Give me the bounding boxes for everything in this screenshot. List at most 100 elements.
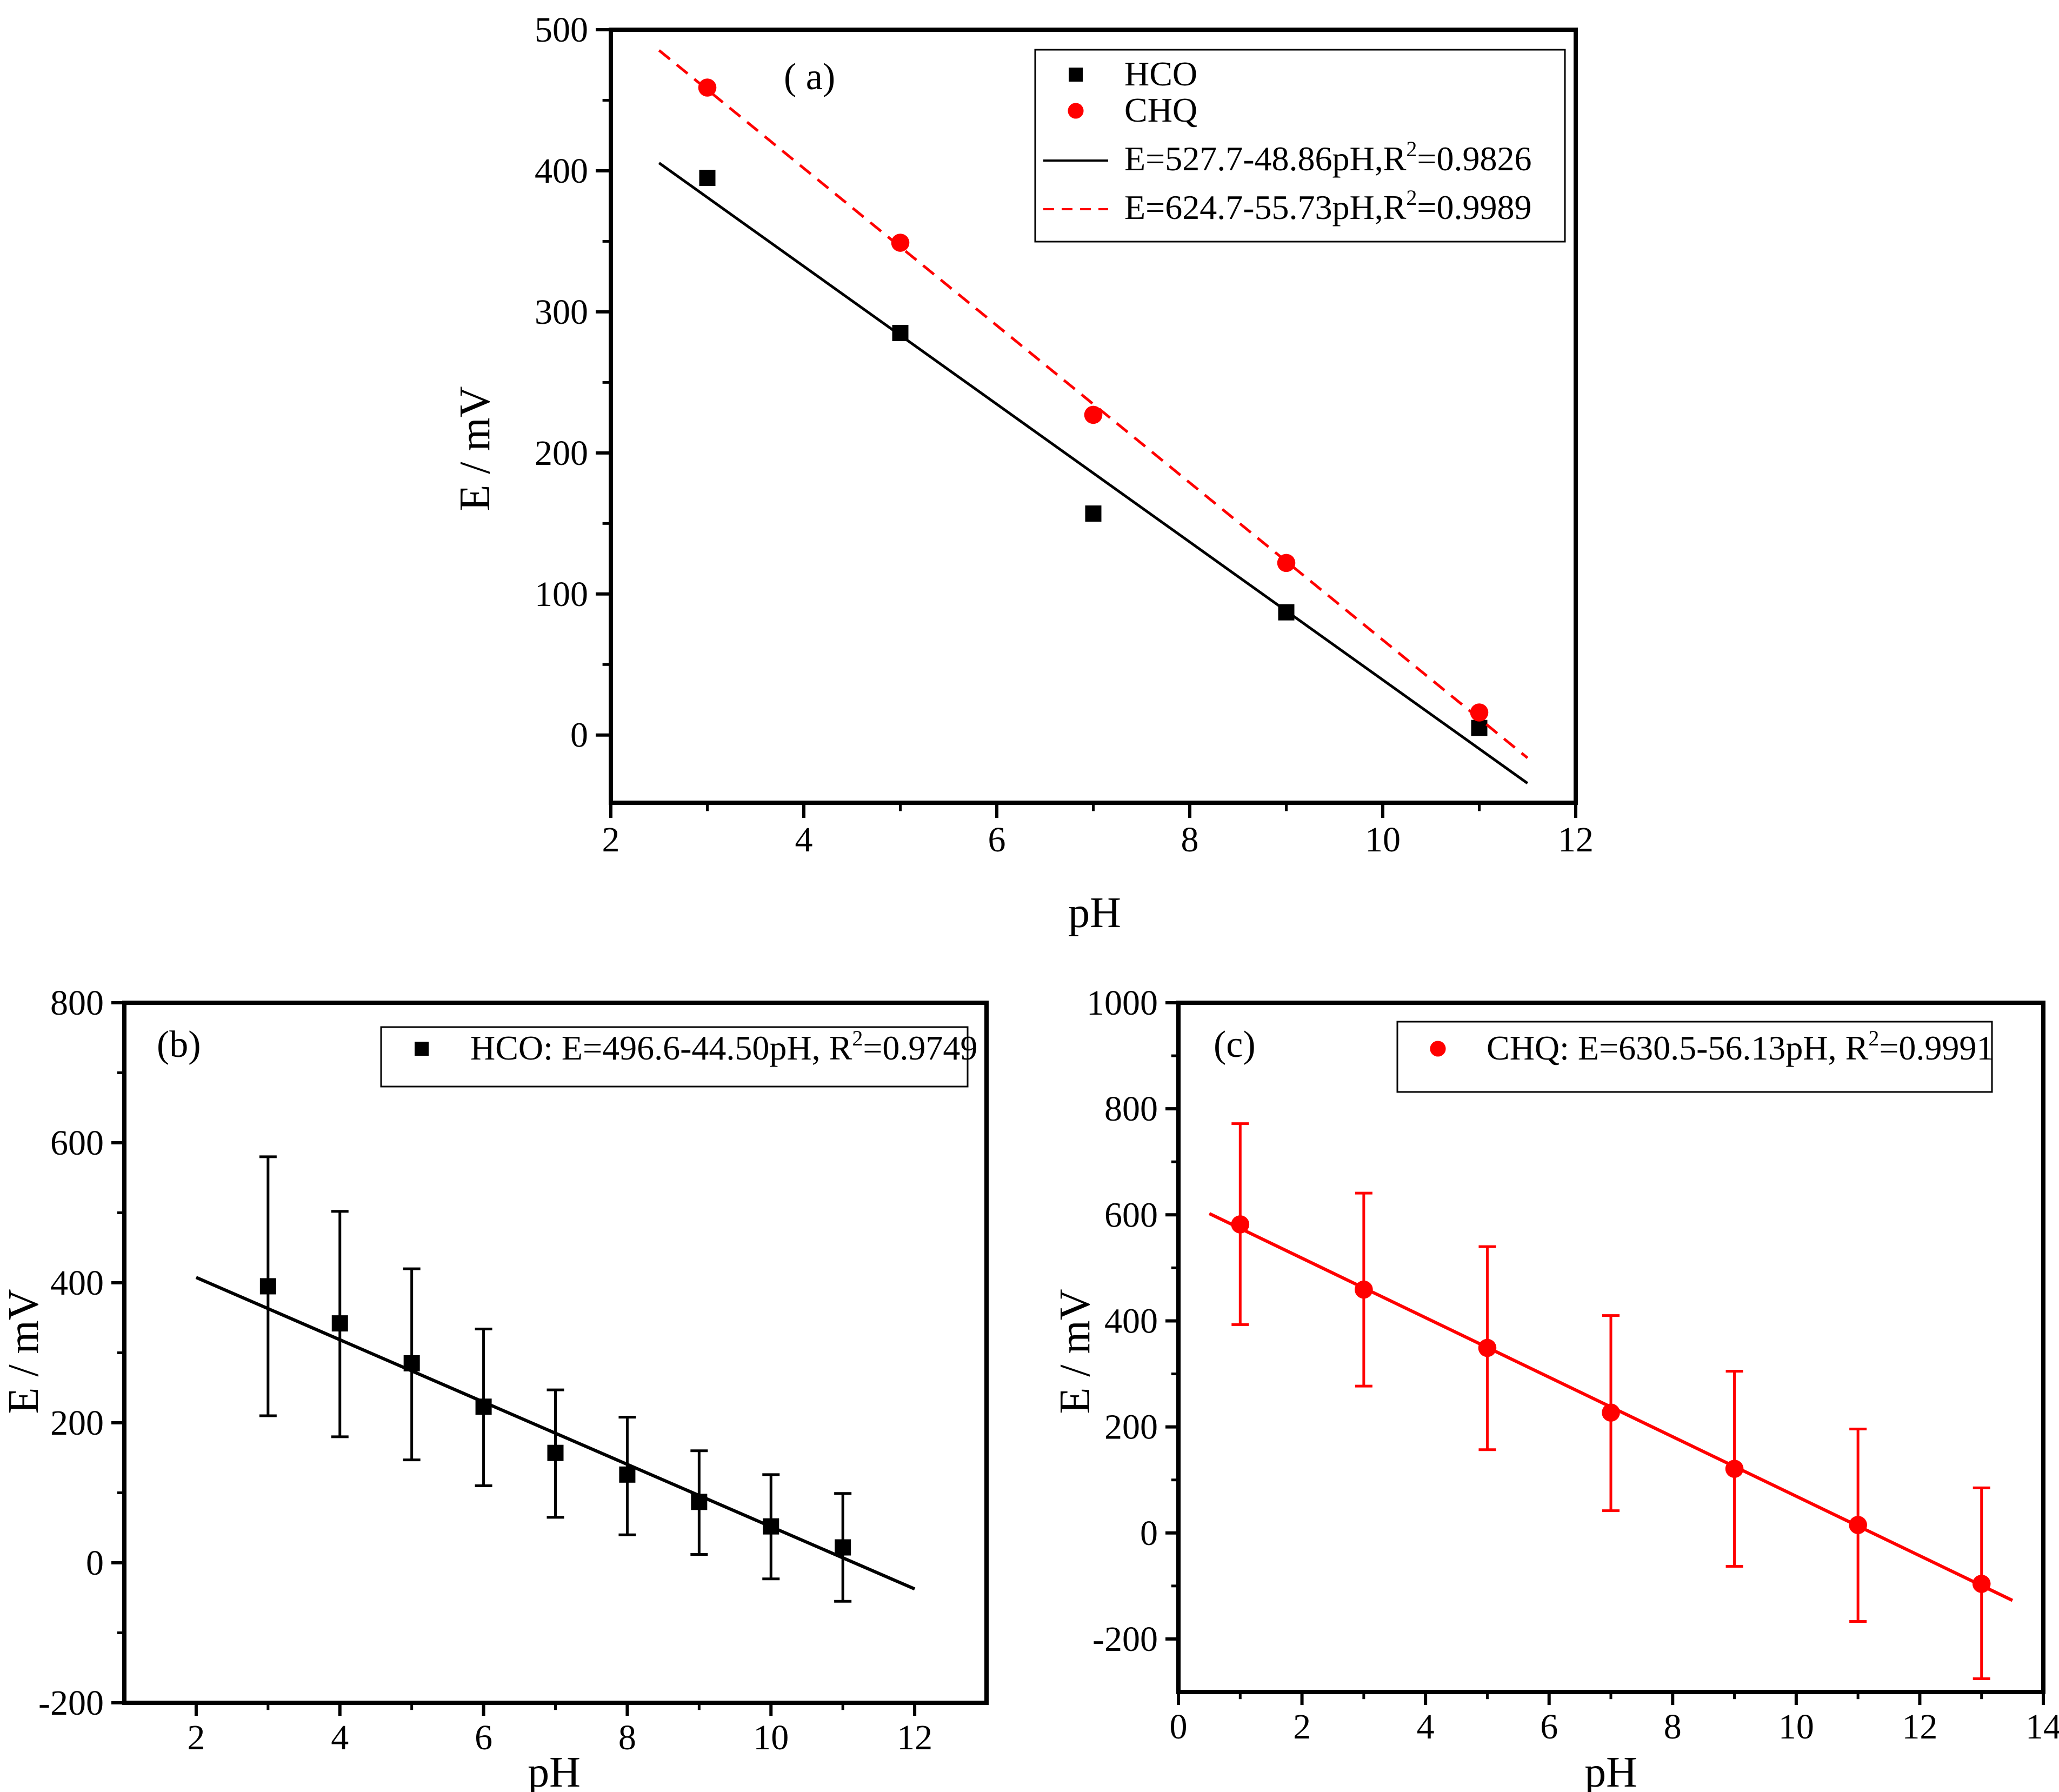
data-point-a-1 bbox=[891, 234, 910, 252]
panel-label: (b) bbox=[157, 1024, 201, 1065]
legend-label-prefix: E=527.7-48.86pH,R bbox=[1124, 139, 1407, 178]
y-tick-label: 200 bbox=[1104, 1408, 1158, 1447]
legend-label-suffix: =0.9989 bbox=[1417, 188, 1531, 227]
legend-marker-symbol bbox=[1069, 68, 1083, 82]
y-tick-label: 200 bbox=[50, 1403, 104, 1443]
legend-marker-symbol bbox=[1068, 103, 1084, 119]
y-axis-label: E / mV bbox=[451, 386, 499, 511]
data-point-a-1 bbox=[698, 78, 717, 97]
x-tick-label: 10 bbox=[1365, 820, 1401, 860]
y-tick-label: -200 bbox=[38, 1683, 104, 1723]
x-axis-label: pH bbox=[1584, 1749, 1637, 1792]
data-point bbox=[1972, 1575, 1991, 1593]
data-point bbox=[1849, 1516, 1867, 1534]
legend-entry: HCO: E=496.6-44.50pH, R2=0.9749 bbox=[415, 1026, 977, 1067]
legend-entry: CHQ: E=630.5-56.13pH, R2=0.9991 bbox=[1430, 1026, 1994, 1067]
x-tick-label: 2 bbox=[602, 820, 620, 860]
data-point-a-0 bbox=[699, 169, 716, 186]
legend-label: HCO bbox=[1124, 55, 1197, 93]
y-tick-label: 0 bbox=[1140, 1514, 1158, 1553]
legend-label: E=624.7-55.73pH,R2=0.9989 bbox=[1124, 185, 1532, 227]
x-tick-label: 4 bbox=[1417, 1707, 1435, 1747]
legend-label-sup: 2 bbox=[852, 1026, 863, 1050]
legend-label: CHQ bbox=[1124, 91, 1197, 129]
data-point-a-1 bbox=[1084, 405, 1103, 424]
y-axis-label: E / mV bbox=[1051, 1289, 1099, 1414]
x-tick-label: 6 bbox=[988, 820, 1006, 860]
y-tick-label: 300 bbox=[535, 292, 588, 332]
data-layer bbox=[658, 49, 1529, 784]
x-axis-label: pH bbox=[1068, 889, 1121, 937]
legend-label-suffix: =0.9991 bbox=[1879, 1029, 1994, 1067]
legend-c: CHQ: E=630.5-56.13pH, R2=0.9991 bbox=[1396, 1021, 1994, 1093]
y-tick-label: 0 bbox=[570, 716, 588, 755]
x-tick-label: 4 bbox=[795, 820, 813, 860]
panel-b-chart: 2 4 6 8 10 12 -200 0 200 400 600 800 pH E / mV (b) HCO:… bbox=[0, 983, 989, 1792]
data-point bbox=[619, 1466, 636, 1483]
data-point bbox=[259, 1278, 276, 1295]
x-tick-label: 10 bbox=[753, 1718, 789, 1757]
x-tick-label: 6 bbox=[475, 1718, 492, 1757]
data-point bbox=[331, 1315, 348, 1332]
x-tick-label: 8 bbox=[1181, 820, 1199, 860]
y-tick-label: 0 bbox=[86, 1543, 104, 1583]
legend-marker-symbol bbox=[1430, 1041, 1446, 1057]
y-tick-label: 600 bbox=[1104, 1195, 1158, 1235]
legend-entry: CHQ bbox=[1068, 91, 1197, 129]
legend-entry: HCO bbox=[1069, 55, 1197, 93]
y-tick-label: -200 bbox=[1092, 1620, 1158, 1659]
y-tick-label: 800 bbox=[50, 983, 104, 1023]
x-axis-label: pH bbox=[528, 1749, 581, 1792]
data-point-a-0 bbox=[1085, 505, 1102, 522]
x-tick-label: 0 bbox=[1170, 1707, 1188, 1747]
x-tick-label: 12 bbox=[897, 1718, 932, 1757]
data-point bbox=[547, 1444, 564, 1461]
legend-box bbox=[380, 1026, 969, 1088]
panel-label: ( a) bbox=[784, 56, 835, 98]
legend-label: HCO: E=496.6-44.50pH, R2=0.9749 bbox=[470, 1026, 977, 1067]
data-point bbox=[403, 1355, 420, 1371]
legend-label-sup: 2 bbox=[1406, 185, 1417, 210]
legend-label-suffix: =0.9826 bbox=[1417, 139, 1531, 178]
data-point bbox=[475, 1398, 492, 1415]
y-tick-label: 100 bbox=[535, 575, 588, 614]
legend-label-suffix: =0.9749 bbox=[863, 1029, 977, 1067]
data-point bbox=[1355, 1280, 1373, 1299]
y-tick-label: 600 bbox=[50, 1123, 104, 1163]
legend-label: E=527.7-48.86pH,R2=0.9826 bbox=[1124, 137, 1532, 178]
panel-a-chart: 2 4 6 8 10 12 0 100 200 300 400 500 pH E / mV ( a) HCOC… bbox=[451, 10, 1594, 937]
legend-label-prefix: HCO: E=496.6-44.50pH, R bbox=[470, 1029, 852, 1067]
x-tick-label: 12 bbox=[1558, 820, 1594, 860]
x-tick-label: 14 bbox=[2025, 1707, 2059, 1747]
legend-marker-symbol bbox=[415, 1042, 429, 1056]
legend-box bbox=[1034, 49, 1566, 243]
y-tick-label: 500 bbox=[535, 10, 588, 50]
y-tick-label: 1000 bbox=[1087, 983, 1158, 1023]
x-tick-label: 8 bbox=[618, 1718, 636, 1757]
x-tick-label: 2 bbox=[1293, 1707, 1311, 1747]
y-tick-label: 200 bbox=[535, 434, 588, 473]
legend-label-prefix: CHQ: E=630.5-56.13pH, R bbox=[1487, 1029, 1869, 1067]
x-tick-label: 8 bbox=[1664, 1707, 1682, 1747]
data-layer bbox=[195, 1155, 916, 1603]
y-tick-label: 400 bbox=[50, 1263, 104, 1303]
y-tick-label: 400 bbox=[535, 151, 588, 191]
legend-label-sup: 2 bbox=[1868, 1026, 1879, 1050]
legend-b: HCO: E=496.6-44.50pH, R2=0.9749 bbox=[380, 1026, 977, 1088]
data-point-a-0 bbox=[1471, 720, 1488, 736]
y-tick-label: 400 bbox=[1104, 1301, 1158, 1341]
x-tick-label: 2 bbox=[187, 1718, 205, 1757]
x-tick-label: 4 bbox=[331, 1718, 349, 1757]
y-axis-label: E / mV bbox=[0, 1289, 48, 1414]
data-point bbox=[1725, 1460, 1744, 1478]
legend-a: HCOCHQE=527.7-48.86pH,R2=0.9826E=624.7-5… bbox=[1034, 49, 1566, 243]
legend-label: CHQ: E=630.5-56.13pH, R2=0.9991 bbox=[1487, 1026, 1994, 1067]
legend-label-prefix: E=624.7-55.73pH,R bbox=[1124, 188, 1407, 227]
data-point bbox=[763, 1518, 779, 1535]
data-point bbox=[835, 1539, 851, 1556]
legend-label-sup: 2 bbox=[1406, 137, 1417, 161]
panel-label: (c) bbox=[1214, 1024, 1256, 1065]
x-tick-label: 12 bbox=[1902, 1707, 1937, 1747]
legend-entry: E=527.7-48.86pH,R2=0.9826 bbox=[1043, 137, 1532, 178]
